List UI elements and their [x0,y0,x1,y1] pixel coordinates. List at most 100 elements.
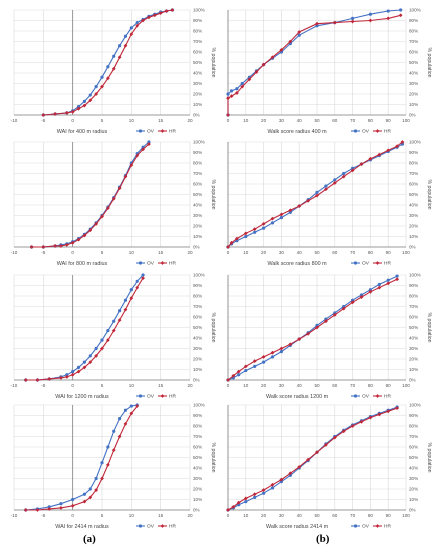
x-tick-label: 40 [297,383,303,388]
data-point-hr [297,465,302,469]
data-point-hr [386,148,391,153]
x-tick-label: 100 [402,250,410,255]
data-point-hr [288,471,293,476]
data-point-hr [315,450,319,455]
x-tick-label: -5 [41,118,46,123]
y-tick-label: 10% [193,497,202,502]
data-point-ov [253,364,257,368]
x-tick-label: 10 [243,118,249,123]
x-tick-label: 60 [332,513,338,518]
x-tick-label: -10 [11,513,18,518]
data-point-ov [123,408,128,412]
x-tick-label: 90 [386,250,392,255]
data-point-ov [135,21,139,25]
data-point-ov [112,54,116,58]
data-point-hr [88,360,93,365]
data-point-ov [333,178,337,182]
series-line-ov [25,274,144,381]
data-point-hr [53,112,57,116]
legend-label-hr: HR [169,394,176,400]
data-point-hr [324,443,328,447]
data-point-hr [47,507,52,511]
data-point-ov [279,216,283,220]
y-tick-label: 30% [409,81,418,86]
legend-marker-hr [375,524,380,528]
data-point-hr [170,8,175,12]
data-point-hr [297,30,302,34]
data-point-hr [350,19,355,24]
data-point-hr [152,13,157,18]
data-point-ov [279,350,283,354]
data-point-ov [240,81,244,86]
data-point-ov [237,373,241,377]
data-point-ov [244,368,248,373]
y-tick-label: 90% [193,150,202,155]
data-point-hr [359,295,364,299]
x-tick-label: 15 [158,118,164,123]
data-point-ov [270,486,275,490]
x-tick-label: 80 [368,383,374,388]
y-tick-label: 70% [409,39,418,44]
y-tick-label: 90% [409,150,418,155]
data-point-hr [236,500,241,505]
y-tick-label: 100% [409,273,421,278]
data-point-ov [123,298,128,302]
data-point-hr [288,208,293,213]
data-point-ov [118,417,122,421]
data-point-ov [47,505,51,509]
x-tick-label: 5 [101,383,104,388]
data-point-hr [279,212,284,217]
data-point-hr [377,412,382,417]
x-tick-label: 30 [279,250,285,255]
y-tick-label: 50% [409,192,418,197]
data-point-hr [332,435,337,440]
data-point-hr [288,39,293,44]
data-point-hr [29,245,34,249]
data-point-ov [147,140,151,144]
y-tick-label: 10% [193,102,202,107]
data-point-hr [76,369,81,374]
y-tick-label: 50% [409,60,418,65]
data-point-hr [105,76,110,81]
x-tick-label: 60 [332,250,338,255]
data-point-ov [288,473,292,477]
data-point-hr [315,21,319,26]
chart-a-1: -10 -5 0 5 10 15 200% 10% 20% 30% 40% 50% 60% 70% 80% 9… [11,8,216,135]
data-point-hr [147,15,151,20]
data-point-ov [112,319,116,323]
x-tick-label: 30 [279,383,285,388]
x-tick-label: 20 [261,250,267,255]
x-tick-label: -5 [41,513,46,518]
data-point-ov [94,476,98,481]
data-point-ov [315,24,319,28]
legend-label-ov: OV [147,524,155,530]
data-point-ov [235,87,239,91]
data-point-hr [243,231,248,236]
data-point-ov [333,311,337,315]
y-tick-label: 10% [193,234,202,239]
y-axis-label: % population [426,180,432,210]
data-point-hr [341,306,346,311]
y-tick-label: 90% [409,18,418,23]
data-point-ov [82,99,86,103]
data-point-hr [247,77,252,82]
data-point-hr [141,276,145,281]
data-point-hr [261,488,266,492]
data-point-hr [324,187,328,192]
data-point-hr [398,13,403,18]
y-tick-label: 20% [193,92,202,97]
data-point-hr [386,16,391,21]
y-tick-label: 90% [193,413,202,418]
legend-label-hr: HR [169,261,176,267]
y-tick-label: 20% [193,224,202,229]
data-point-hr [100,346,104,351]
y-tick-label: 10% [409,102,418,107]
x-axis-label: WAI for 800 m radius [57,261,108,267]
data-point-hr [297,204,302,208]
y-tick-label: 20% [193,357,202,362]
data-point-hr [123,174,128,179]
legend-label-ov: OV [362,261,370,267]
y-tick-label: 70% [409,304,418,309]
